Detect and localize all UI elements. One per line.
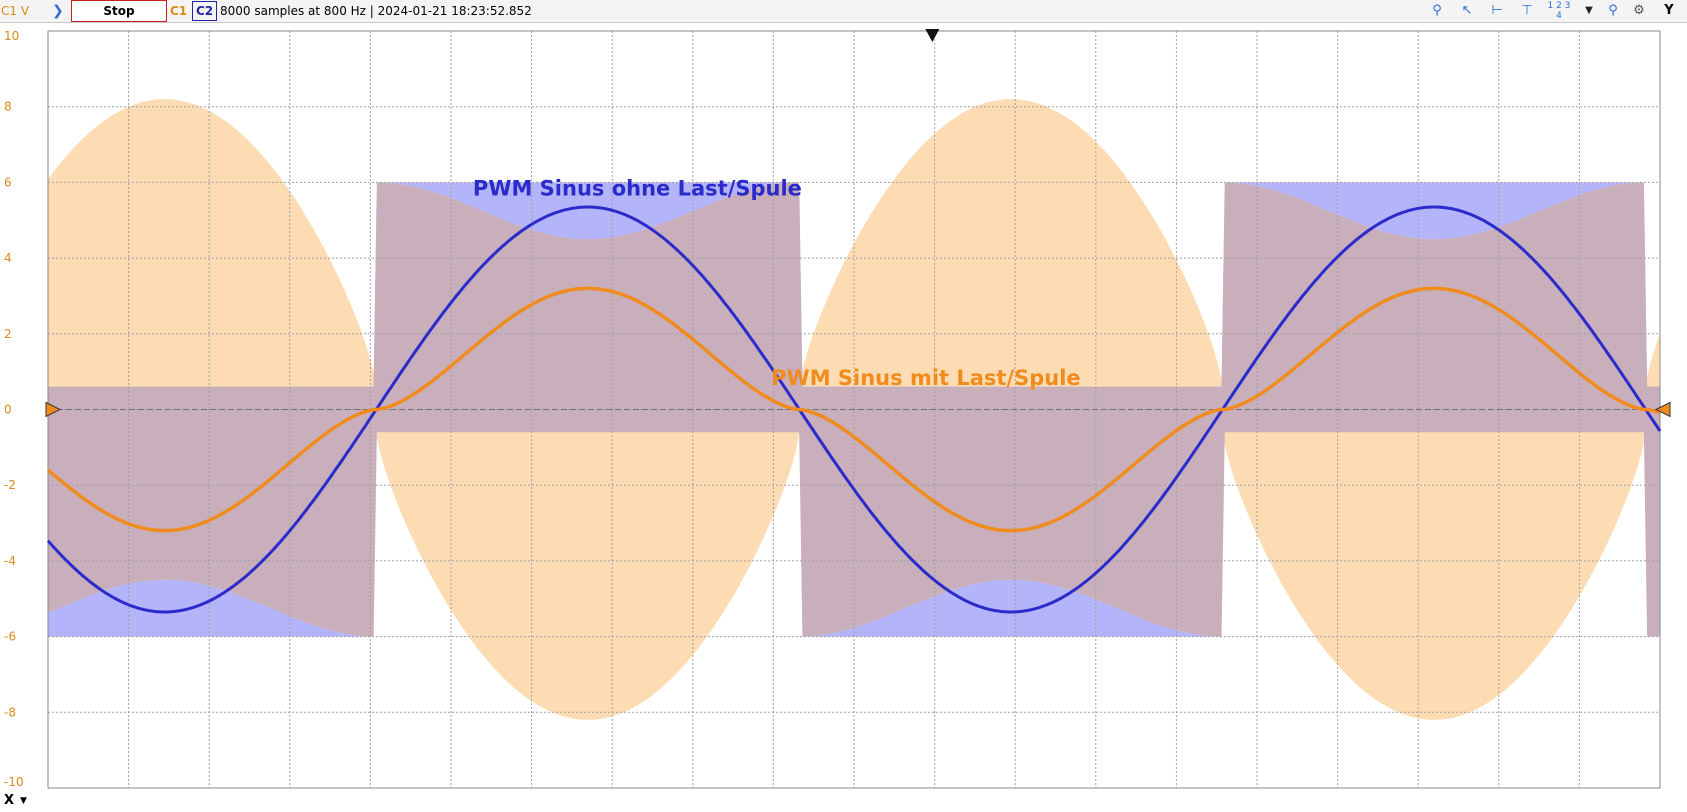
x-dropdown-icon[interactable]: ▼ [20, 796, 27, 806]
y-tick-label: 6 [4, 175, 12, 189]
magnifier-icon[interactable]: ⚲ [1608, 3, 1618, 18]
series-line-c1 [46, 286, 1661, 533]
annotations: PWM Sinus ohne Last/Spule PWM Sinus mit L… [473, 177, 1081, 390]
y-tick-label: -6 [4, 630, 16, 644]
y-tick-label: 0 [4, 403, 12, 417]
channel-2-toggle[interactable]: C2 [192, 1, 218, 21]
y-tick-label: 10 [4, 29, 19, 43]
trigger-marker [925, 29, 940, 42]
y-unit-label: C1 V [1, 4, 30, 18]
settings-icon[interactable]: ⚙ [1633, 3, 1645, 18]
y-tick-label: 8 [4, 100, 12, 114]
zero-marker-left [45, 401, 62, 418]
x-axis-button[interactable]: X [4, 793, 15, 808]
toolbar-icons: ⚲ ↖ ⊢ ⊤ 1 2 3 4 ▼ ⚲ ⚙ Y [1427, 1, 1687, 21]
y-tick-label: -8 [4, 705, 16, 719]
run-arrow-icon[interactable]: ❯ [52, 3, 64, 19]
x-axis-menu[interactable]: X ▼ [0, 792, 34, 810]
annotation-label: PWM Sinus mit Last/Spule [771, 366, 1081, 390]
numbering-icon[interactable]: 1 2 3 4 [1547, 1, 1571, 21]
y-tick-label: -4 [4, 554, 16, 568]
stop-button[interactable]: Stop [71, 0, 167, 22]
toolbar: C1 V ❯ Stop C1 C2 8000 samples at 800 Hz… [0, 0, 1687, 23]
channel-1-toggle[interactable]: C1 [170, 4, 188, 18]
markers [45, 29, 1671, 418]
y-tick-label: -10 [4, 775, 24, 789]
y-tick-label: 2 [4, 327, 12, 341]
x-axis-bar: X ▼ [0, 790, 1687, 812]
cursor-icon[interactable]: ↖ [1461, 3, 1473, 18]
y-tick-label: 4 [4, 251, 12, 265]
zero-marker-right [1654, 401, 1671, 418]
series-lines [46, 205, 1662, 614]
cursor-h-icon[interactable]: ⊢ [1491, 3, 1503, 18]
cursor-h2-icon[interactable]: ⊤ [1521, 3, 1533, 18]
dropdown-icon[interactable]: ▼ [1585, 5, 1593, 16]
zoom-icon[interactable]: ⚲ [1432, 3, 1442, 18]
samples-info: 8000 samples at 800 Hz | 2024-01-21 18:2… [220, 4, 532, 18]
y-tick-label: -2 [4, 478, 16, 492]
annotation-label: PWM Sinus ohne Last/Spule [473, 177, 802, 201]
y-axis-button[interactable]: Y [1664, 3, 1674, 18]
series-line-c2 [46, 205, 1662, 614]
